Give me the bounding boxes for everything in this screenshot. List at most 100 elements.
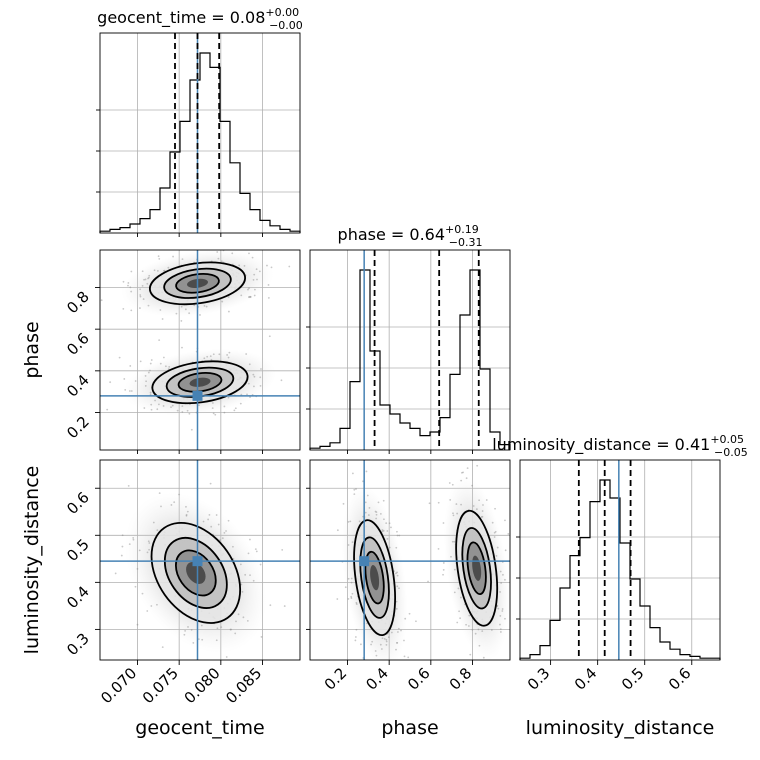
- scatter-point: [351, 592, 354, 595]
- scatter-point: [183, 633, 186, 636]
- scatter-point: [197, 638, 200, 641]
- scatter-point: [500, 582, 503, 584]
- scatter-point: [395, 600, 398, 603]
- contour-line: [148, 261, 247, 306]
- scatter-point: [506, 670, 508, 672]
- scatter-point: [465, 477, 468, 480]
- scatter-point: [256, 278, 258, 281]
- scatter-point: [386, 530, 389, 532]
- scatter-point: [270, 266, 273, 269]
- title-main: phase = 0.64: [338, 225, 445, 244]
- scatter-point: [127, 284, 129, 287]
- scatter-point: [383, 518, 385, 521]
- scatter-point: [390, 526, 392, 529]
- scatter-point: [240, 583, 243, 586]
- scatter-point: [364, 501, 367, 504]
- histogram-geocent_time: [99, 52, 301, 233]
- scatter-point: [355, 628, 358, 631]
- title-main: luminosity_distance = 0.41: [492, 435, 710, 455]
- scatter-point: [428, 502, 431, 505]
- scatter-point: [121, 545, 124, 548]
- scatter-point: [477, 628, 480, 631]
- scatter-point: [353, 488, 356, 491]
- scatter-point: [466, 467, 469, 470]
- scatter-point: [157, 403, 160, 406]
- scatter-point: [141, 592, 144, 595]
- scatter-point: [400, 629, 402, 632]
- scatter-point: [375, 511, 378, 514]
- scatter-point: [382, 529, 385, 532]
- scatter-point: [247, 288, 249, 291]
- scatter-point: [147, 371, 150, 374]
- scatter-point: [499, 623, 501, 626]
- scatter-point: [353, 493, 356, 496]
- contour-line: [175, 273, 220, 294]
- title-plus: +0.05: [710, 433, 744, 446]
- scatter-point: [395, 607, 398, 610]
- scatter-point: [243, 264, 246, 267]
- scatter-point: [141, 270, 144, 273]
- scatter-point: [380, 648, 383, 650]
- scatter-point: [184, 629, 187, 632]
- scatter-point: [347, 520, 350, 523]
- scatter-point: [109, 381, 112, 384]
- scatter-point: [371, 640, 374, 643]
- scatter-point: [504, 683, 506, 685]
- y-tick-label: 0.4: [63, 371, 93, 401]
- scatter-point: [181, 258, 184, 261]
- scatter-point: [134, 585, 137, 588]
- scatter-point: [456, 512, 459, 515]
- scatter-point: [457, 587, 460, 590]
- scatter-point: [450, 555, 452, 558]
- scatter-point: [388, 522, 391, 525]
- scatter-point: [437, 501, 440, 504]
- scatter-point: [159, 309, 162, 311]
- scatter-point: [386, 537, 389, 540]
- scatter-point: [499, 631, 502, 633]
- scatter-point: [143, 407, 146, 409]
- scatter-point: [354, 636, 357, 638]
- contour-line: [359, 536, 390, 619]
- scatter-point: [347, 577, 350, 580]
- scatter-point: [245, 353, 248, 355]
- scatter-point: [173, 501, 176, 504]
- scatter-point: [127, 282, 130, 284]
- y-axis-label-phase: phase: [21, 321, 43, 378]
- scatter-point: [249, 574, 251, 576]
- scatter-point: [121, 534, 124, 537]
- scatter-point: [510, 550, 512, 552]
- scatter-point: [139, 295, 142, 298]
- panel-frame: [99, 32, 301, 234]
- scatter-point: [209, 355, 212, 358]
- scatter-point: [397, 631, 399, 633]
- scatter-point: [460, 479, 463, 482]
- panel-frame: [99, 459, 301, 661]
- x-tick-label: 0.080: [181, 664, 224, 707]
- scatter-point: [118, 356, 121, 359]
- scatter-point: [176, 409, 179, 412]
- scatter-point: [83, 315, 85, 317]
- scatter-point: [143, 278, 145, 281]
- scatter-point: [480, 516, 483, 518]
- y-tick-label: 0.3: [63, 630, 93, 660]
- scatter-point: [398, 534, 401, 537]
- scatter-point: [499, 591, 501, 593]
- scatter-point: [455, 503, 458, 505]
- scatter-point: [136, 567, 139, 570]
- histogram-phase: [309, 269, 511, 450]
- scatter-point: [281, 548, 284, 551]
- scatter-point: [469, 653, 472, 656]
- scatter-point: [149, 362, 152, 365]
- scatter-point: [228, 351, 231, 354]
- scatter-point: [249, 295, 252, 298]
- scatter-point: [255, 268, 258, 271]
- scatter-point: [227, 356, 230, 359]
- scatter-point: [130, 290, 133, 293]
- scatter-point: [364, 511, 367, 514]
- scatter-point: [266, 264, 268, 267]
- scatter-point: [355, 603, 358, 606]
- scatter-point: [472, 505, 475, 507]
- scatter-point: [390, 631, 393, 634]
- scatter-point: [215, 514, 218, 516]
- scatter-point: [374, 510, 377, 513]
